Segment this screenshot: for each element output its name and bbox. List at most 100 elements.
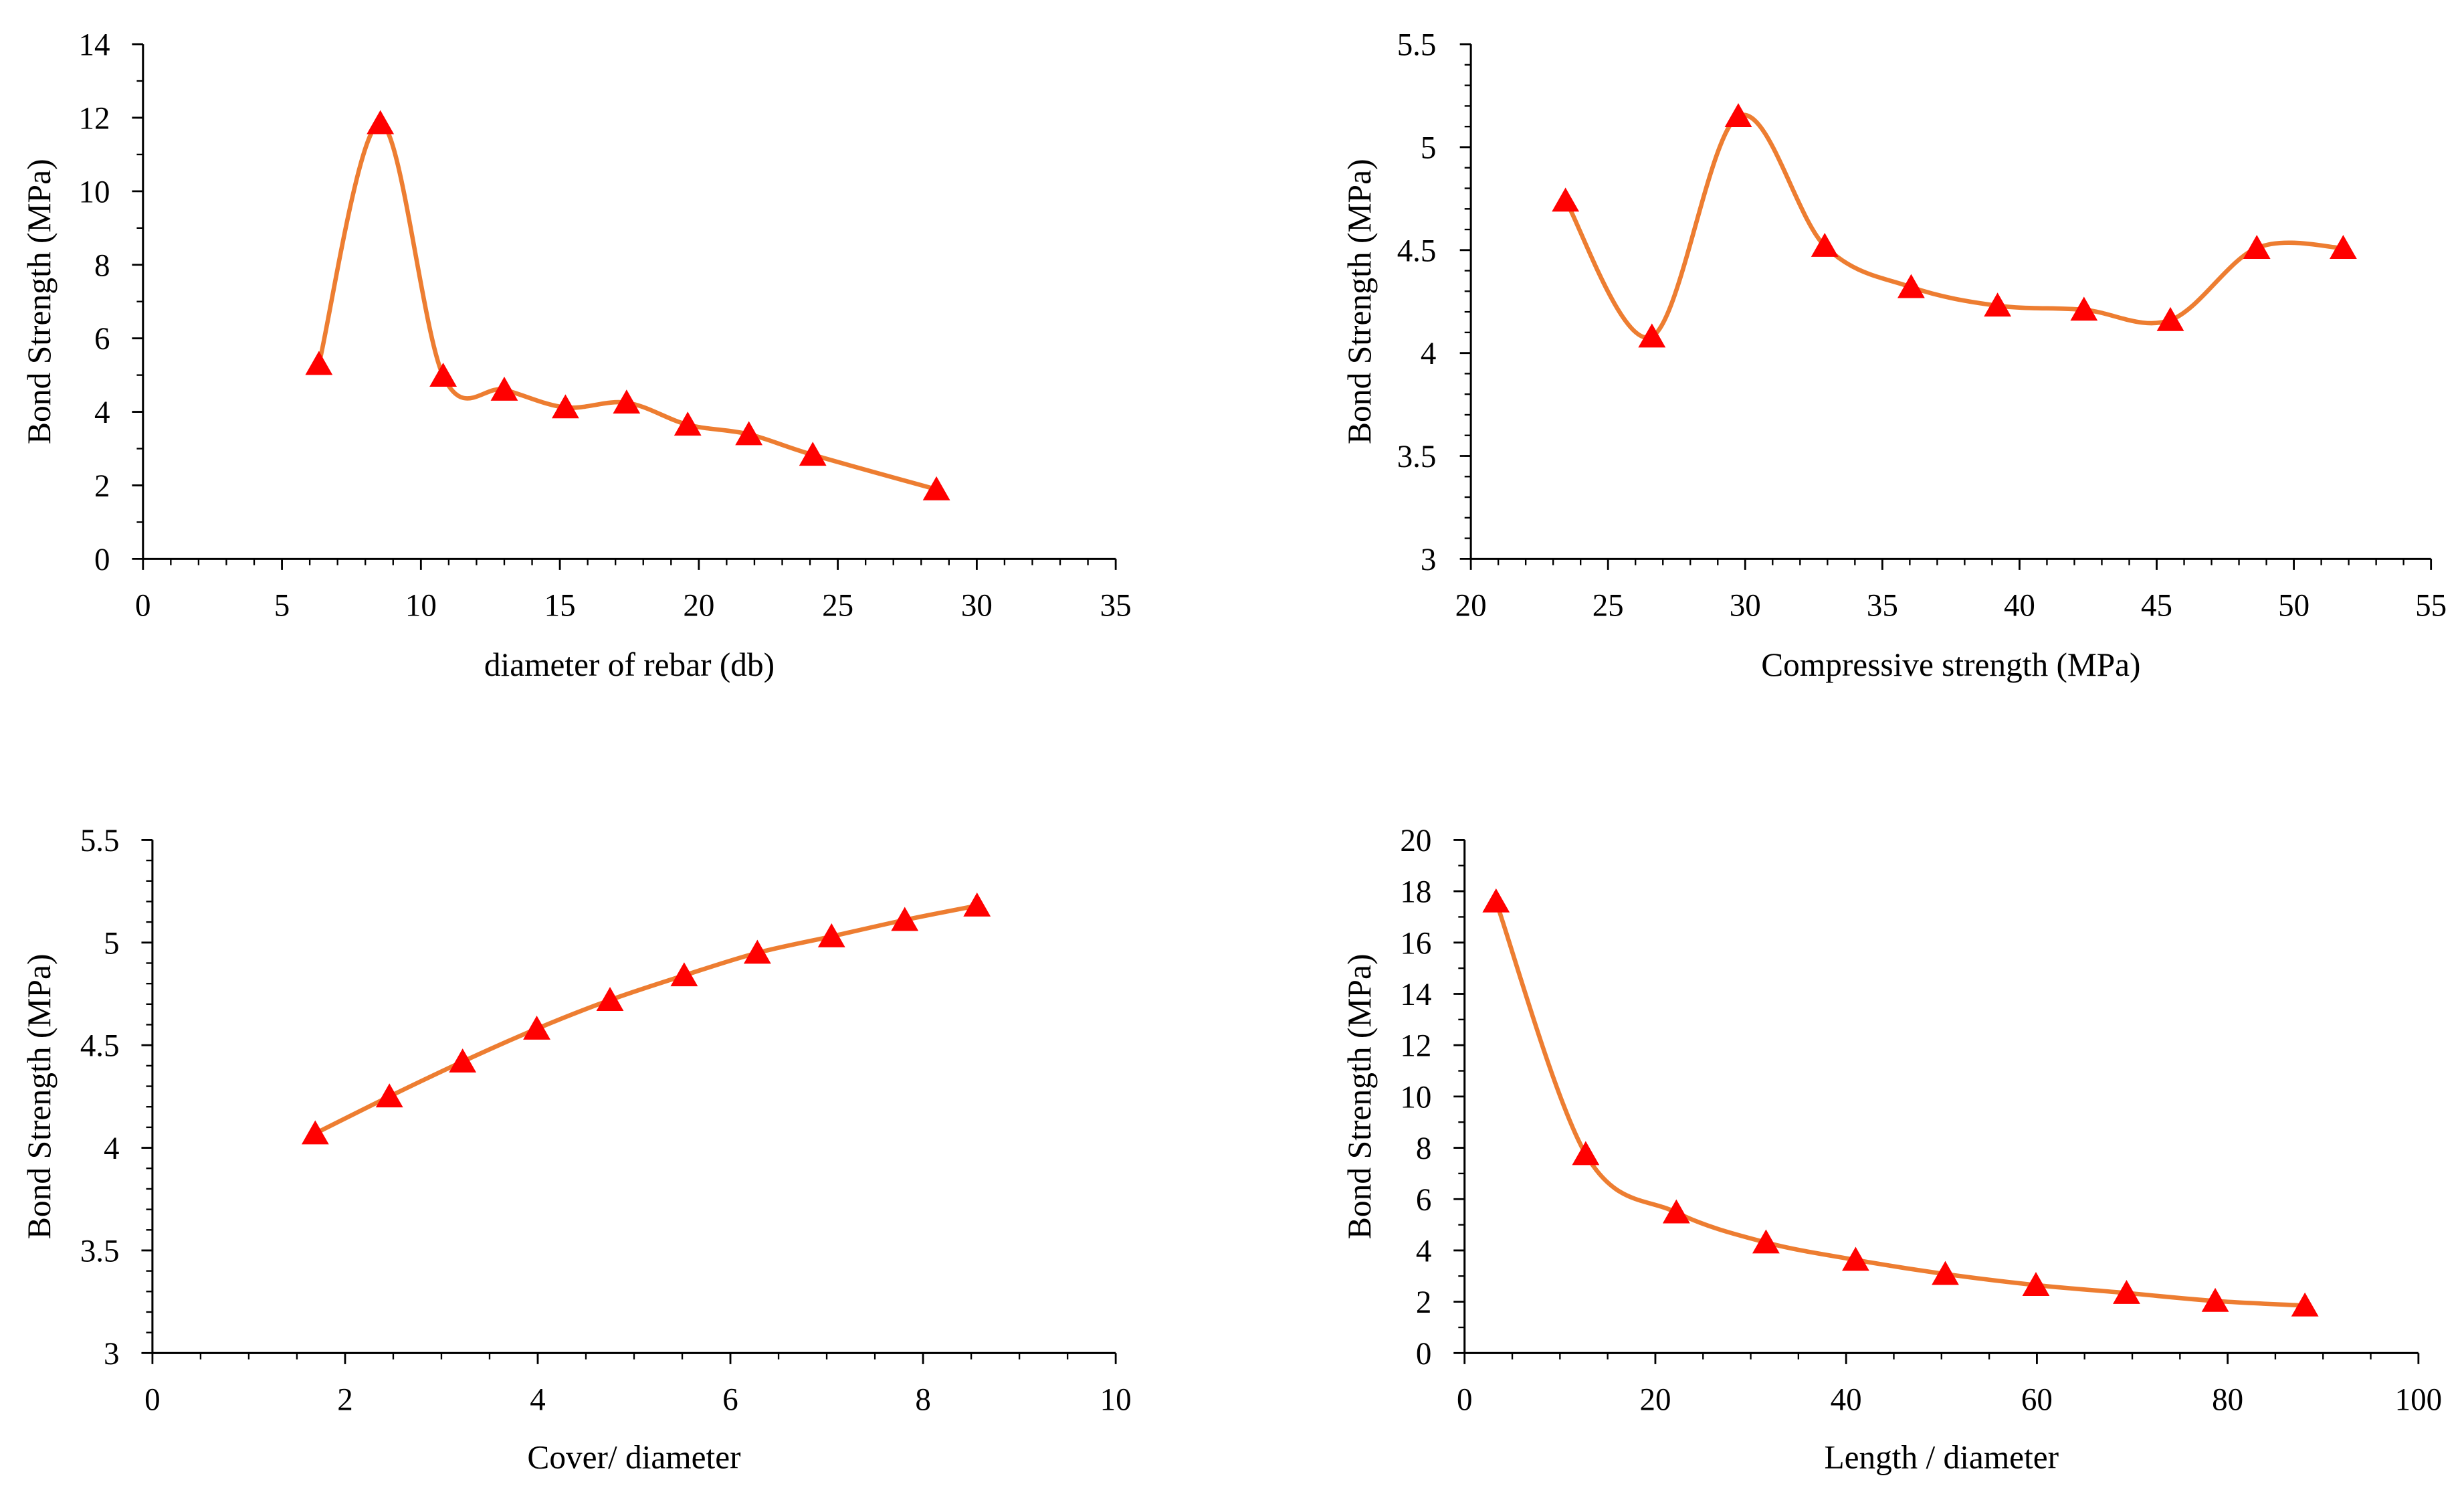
chart-1-data-point-10 [922,476,950,500]
chart-4-y-tick-label: 20 [1400,824,1431,858]
chart-3-x-tick-label: 10 [1100,1382,1132,1417]
chart-2-data-point-9 [2243,235,2271,259]
chart-4-data-point-2 [1572,1141,1600,1165]
chart-1-x-tick-label: 35 [1100,588,1132,623]
chart-1-data-point-7 [674,411,702,436]
chart-2-data-point-6 [1984,292,2012,317]
chart-2-x-axis-title: Compressive strength (MPa) [1761,646,2140,683]
chart-1-y-tick-label: 2 [94,469,110,504]
chart-2-data-point-2 [1638,323,1666,348]
chart-4-data-point-7 [2022,1272,2050,1297]
chart-4-y-tick-label: 2 [1416,1285,1431,1320]
chart-3-y-tick-label: 4 [104,1131,119,1166]
chart-1-x-tick-label: 15 [544,588,576,623]
chart-4-data-point-1 [1482,888,1510,913]
chart-4-x-axis-title: Length / diameter [1824,1439,2059,1476]
chart-1-x-tick-label: 20 [683,588,714,623]
chart-1-y-tick-label: 12 [78,101,110,136]
chart-4-y-tick-label: 6 [1416,1183,1431,1218]
chart-1-y-tick-label: 4 [94,395,110,430]
chart-4-data-point-4 [1752,1229,1780,1254]
chart-1-data-point-9 [799,442,827,466]
chart-2-data-point-7 [2070,296,2098,321]
chart-2-y-tick-label: 4.5 [1397,234,1437,268]
chart-4-y-tick-label: 4 [1416,1234,1431,1269]
chart-3-series-line [313,903,980,1136]
chart-2-y-tick-label: 5 [1421,130,1436,165]
chart-2: 20 25 30 35 40 45 50 55 3 3.5 4 4.5 5 5.5 Compressive … [1341,28,2447,684]
chart-1-x-axis-title: diameter of rebar (db) [484,646,775,683]
chart-4-data-point-5 [1842,1246,1869,1271]
chart-4-x-tick-label: 40 [1831,1382,1862,1417]
chart-1-x-tick-label: 25 [822,588,853,623]
chart-2-x-tick-label: 50 [2278,588,2309,623]
chart-4-data-point-10 [2291,1292,2319,1317]
chart-1-data-point-2 [367,110,395,134]
chart-2-x-tick-label: 40 [2004,588,2035,623]
chart-3-data-point-10 [963,892,991,917]
chart-2-x-tick-label: 25 [1593,588,1624,623]
chart-1-y-tick-label: 10 [78,175,110,209]
chart-4-y-tick-label: 16 [1400,926,1431,961]
chart-3-data-point-6 [670,962,698,987]
chart-2-x-tick-label: 55 [2415,588,2447,623]
chart-2-data-point-5 [1897,274,1925,298]
chart-4-y-tick-label: 8 [1416,1131,1431,1166]
chart-1-y-tick-label: 8 [94,248,110,283]
chart-3-x-tick-label: 6 [722,1382,738,1417]
chart-4-data-point-9 [2201,1287,2229,1312]
chart-1-data-point-6 [613,389,641,414]
chart-3-data-point-7 [743,939,771,964]
chart-3-y-tick-label: 5 [104,926,119,961]
chart-1-data-point-5 [551,394,579,419]
chart-1-data-point-4 [490,376,518,401]
chart-3-data-point-3 [449,1048,477,1073]
chart-3-y-axis-title: Bond Strength (MPa) [21,954,58,1240]
chart-1-data-point-1 [305,351,333,375]
chart-2-x-tick-label: 30 [1730,588,1761,623]
chart-1-data-point-8 [735,421,763,446]
chart-3-x-tick-label: 8 [915,1382,930,1417]
chart-3-data-point-2 [375,1083,403,1108]
chart-4-data-point-6 [1932,1261,1959,1285]
chart-3-y-tick-label: 5.5 [80,824,120,858]
chart-3-x-tick-label: 0 [144,1382,160,1417]
chart-4-x-tick-label: 0 [1457,1382,1472,1417]
chart-1-y-tick-label: 0 [94,543,110,577]
chart-1-y-axis-title: Bond Strength (MPa) [21,159,58,444]
chart-3-x-tick-label: 2 [337,1382,352,1417]
chart-4-data-point-8 [2113,1280,2140,1304]
chart-4-y-axis-title: Bond Strength (MPa) [1341,954,1378,1240]
chart-4-y-tick-label: 18 [1400,875,1431,910]
chart-4-y-tick-label: 12 [1400,1029,1431,1064]
chart-1-series-line [316,120,939,492]
chart-4-x-tick-label: 100 [2395,1382,2442,1417]
chart-3-data-point-1 [301,1120,329,1145]
chart-1-y-tick-label: 6 [94,322,110,357]
chart-3-y-tick-label: 4.5 [80,1029,120,1064]
chart-3-x-axis-title: Cover/ diameter [527,1439,741,1476]
chart-2-data-point-3 [1724,103,1752,128]
chart-2-data-point-10 [2330,235,2357,259]
chart-2-data-point-1 [1552,187,1580,212]
chart-3-data-point-5 [596,987,624,1011]
chart-3-y-tick-label: 3.5 [80,1234,120,1269]
chart-2-x-tick-label: 35 [1867,588,1898,623]
chart-4-x-tick-label: 20 [1639,1382,1671,1417]
chart-4-y-tick-label: 14 [1400,977,1431,1012]
chart-4-data-point-3 [1662,1199,1690,1224]
chart-3-data-point-4 [523,1016,550,1040]
chart-3-data-point-8 [817,923,845,947]
chart-2-data-point-8 [2156,306,2184,331]
chart-1-x-tick-label: 5 [274,588,290,623]
chart-4-x-tick-label: 80 [2212,1382,2243,1417]
chart-4-y-tick-label: 0 [1416,1337,1431,1372]
chart-4-series-line [1494,899,2307,1308]
chart-4: 0 20 40 60 80 100 0 2 4 6 8 10 12 14 16 18 20 Length / di… [1341,824,2442,1476]
chart-1: 0 5 10 15 20 25 30 35 0 2 4 6 8 10 12 14 diameter of reb… [21,28,1131,684]
chart-2-x-tick-label: 45 [2141,588,2172,623]
chart-2-y-tick-label: 5.5 [1397,28,1437,63]
chart-3-data-point-9 [891,907,919,931]
